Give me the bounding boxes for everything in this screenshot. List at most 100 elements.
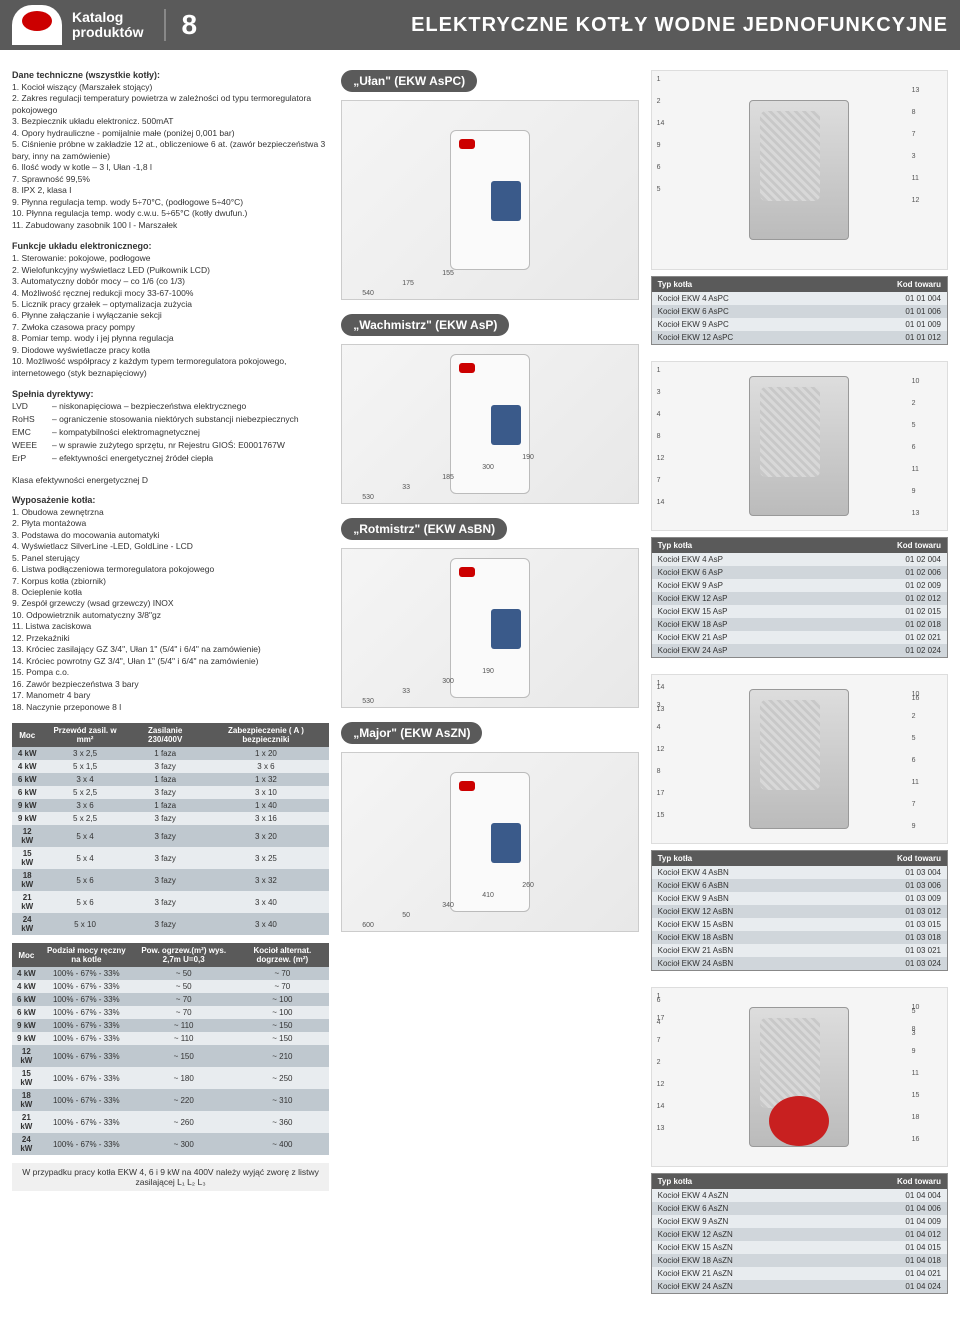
table-cell: Kocioł EKW 6 AsP xyxy=(651,566,827,579)
table-row: Kocioł EKW 4 AsZN01 04 004 xyxy=(651,1189,947,1202)
dimension-label: 340 xyxy=(442,902,454,909)
table-row: 12 kW5 x 43 fazy3 x 20 xyxy=(12,825,329,847)
dimension-label: 50 xyxy=(402,912,410,919)
table-cell: 6 kW xyxy=(12,1006,41,1019)
list-item: 2. Płyta montażowa xyxy=(12,518,329,529)
tech-data-heading: Dane techniczne (wszystkie kotły): xyxy=(12,70,329,80)
table-cell: 9 kW xyxy=(12,799,42,812)
table-cell: Kocioł EKW 21 AsP xyxy=(651,631,827,644)
table-header: Przewód zasil. w mm² xyxy=(42,723,127,747)
expansion-tank-icon xyxy=(769,1096,829,1146)
table-cell: 24 kW xyxy=(12,913,42,935)
dimension-label: 175 xyxy=(402,280,414,287)
callout-number: 5 xyxy=(912,1008,916,1015)
list-item: 6. Listwa podłączeniowa termoregulatora … xyxy=(12,564,329,575)
table-header: Kocioł alternat. dogrzew. (m²) xyxy=(235,943,329,967)
table-cell: 01 04 004 xyxy=(831,1189,947,1202)
table-cell: 01 04 015 xyxy=(831,1241,947,1254)
list-item: 14. Króciec powrotny GZ 3/4", Ułan 1" (5… xyxy=(12,656,329,667)
code-table: Typ kotłaKod towaruKocioł EKW 4 AsPC01 0… xyxy=(651,276,948,345)
table-cell: Kocioł EKW 15 AsZN xyxy=(651,1241,831,1254)
table-row: Kocioł EKW 12 AsBN01 03 012 xyxy=(651,905,947,918)
table-cell: ~ 180 xyxy=(132,1067,236,1089)
table-row: Kocioł EKW 9 AsPC01 01 009 xyxy=(651,318,947,331)
equipment-list: 1. Obudowa zewnętrzna2. Płyta montażowa3… xyxy=(12,507,329,713)
list-item: 15. Pompa c.o. xyxy=(12,667,329,678)
table-cell: 5 x 4 xyxy=(42,825,127,847)
callout-number: 14 xyxy=(657,1103,665,1110)
table-header: Zasilanie 230/400V xyxy=(128,723,203,747)
list-item: 4. Opory hydrauliczne - pomijalnie małe … xyxy=(12,128,329,139)
product-cutaway: 1103245126811177159141613 xyxy=(651,674,948,844)
table-cell: 01 04 018 xyxy=(831,1254,947,1267)
table-cell: 100% - 67% - 33% xyxy=(41,1032,132,1045)
callout-number: 12 xyxy=(657,455,665,462)
dimension-label: 260 xyxy=(522,882,534,889)
table-row: Kocioł EKW 24 AsP01 02 024 xyxy=(651,644,947,658)
table-cell: 3 x 40 xyxy=(203,891,330,913)
table-cell: ~ 70 xyxy=(235,967,329,980)
table-row: Kocioł EKW 9 AsBN01 03 009 xyxy=(651,892,947,905)
table-cell: 01 03 021 xyxy=(832,944,948,957)
list-item: 7. Zwłoka czasowa pracy pompy xyxy=(12,322,329,333)
footnote: W przypadku pracy kotła EKW 4, 6 i 9 kW … xyxy=(12,1163,329,1191)
callout-number: 8 xyxy=(912,109,916,116)
callout-number: 3 xyxy=(912,1030,916,1037)
table-cell: Kocioł EKW 4 AsZN xyxy=(651,1189,831,1202)
table-cell: 100% - 67% - 33% xyxy=(41,1133,132,1155)
table-cell: 12 kW xyxy=(12,825,42,847)
list-item: 12. Przekaźniki xyxy=(12,633,329,644)
model-label: „Rotmistrz" (EKW AsBN) xyxy=(341,518,507,540)
model-label: „Major" (EKW AsZN) xyxy=(341,722,482,744)
table-row: 6 kW3 x 41 faza1 x 32 xyxy=(12,773,329,786)
table-cell: 01 03 024 xyxy=(832,957,948,971)
table-cell: ~ 70 xyxy=(132,1006,236,1019)
table-cell: Kocioł EKW 6 AsZN xyxy=(651,1202,831,1215)
table-cell: 4 kW xyxy=(12,760,42,773)
table-cell: 3 fazy xyxy=(128,891,203,913)
table-cell: Kocioł EKW 9 AsZN xyxy=(651,1215,831,1228)
table-cell: 4 kW xyxy=(12,747,42,760)
table-cell: 9 kW xyxy=(12,1019,41,1032)
dimension-label: 190 xyxy=(522,454,534,461)
list-item: 7. Korpus kotła (zbiornik) xyxy=(12,576,329,587)
table-cell: 5 x 4 xyxy=(42,847,127,869)
table-cell: 24 kW xyxy=(12,1133,41,1155)
table-row: 9 kW100% - 67% - 33%~ 110~ 150 xyxy=(12,1032,329,1045)
table-cell: 18 kW xyxy=(12,869,42,891)
table-cell: 3 x 32 xyxy=(203,869,330,891)
table-cell: ~ 360 xyxy=(235,1111,329,1133)
table-cell: 1 x 32 xyxy=(203,773,330,786)
table-cell: 12 kW xyxy=(12,1045,41,1067)
table-row: Kocioł EKW 18 AsBN01 03 018 xyxy=(651,931,947,944)
table-cell: 01 04 012 xyxy=(831,1228,947,1241)
table-cell: 5 x 6 xyxy=(42,869,127,891)
callout-number: 14 xyxy=(657,120,665,127)
table-cell: Kocioł EKW 12 AsPC xyxy=(651,331,832,345)
table-row: 6 kW5 x 2,53 fazy3 x 10 xyxy=(12,786,329,799)
table-cell: Kocioł EKW 4 AsBN xyxy=(651,866,832,879)
callout-number: 14 xyxy=(657,684,665,691)
callout-number: 12 xyxy=(657,1081,665,1088)
callout-number: 6 xyxy=(912,444,916,451)
table-cell: 1 x 40 xyxy=(203,799,330,812)
table-cell: 3 fazy xyxy=(128,760,203,773)
table-row: 9 kW100% - 67% - 33%~ 110~ 150 xyxy=(12,1019,329,1032)
table-cell: ~ 110 xyxy=(132,1019,236,1032)
table-row: 24 kW100% - 67% - 33%~ 300~ 400 xyxy=(12,1133,329,1155)
callout-number: 9 xyxy=(912,823,916,830)
list-item: 1. Sterowanie: pokojowe, podłogowe xyxy=(12,253,329,264)
callout-number: 7 xyxy=(912,131,916,138)
dimension-label: 540 xyxy=(362,290,374,297)
table-cell: Kocioł EKW 9 AsPC xyxy=(651,318,832,331)
table-cell: 100% - 67% - 33% xyxy=(41,1019,132,1032)
middle-column: „Ułan" (EKW AsPC)540175155„Wachmistrz" (… xyxy=(341,70,638,1310)
table-row: 4 kW3 x 2,51 faza1 x 20 xyxy=(12,747,329,760)
table-header: Typ kotła xyxy=(651,851,832,867)
table-cell: Kocioł EKW 15 AsBN xyxy=(651,918,832,931)
table-row: 15 kW100% - 67% - 33%~ 180~ 250 xyxy=(12,1067,329,1089)
table-cell: Kocioł EKW 4 AsP xyxy=(651,553,827,566)
table-row: Kocioł EKW 18 AsZN01 04 018 xyxy=(651,1254,947,1267)
list-item: 6. Płynne załączanie i wyłączanie sekcji xyxy=(12,310,329,321)
table-cell: Kocioł EKW 24 AsZN xyxy=(651,1280,831,1294)
